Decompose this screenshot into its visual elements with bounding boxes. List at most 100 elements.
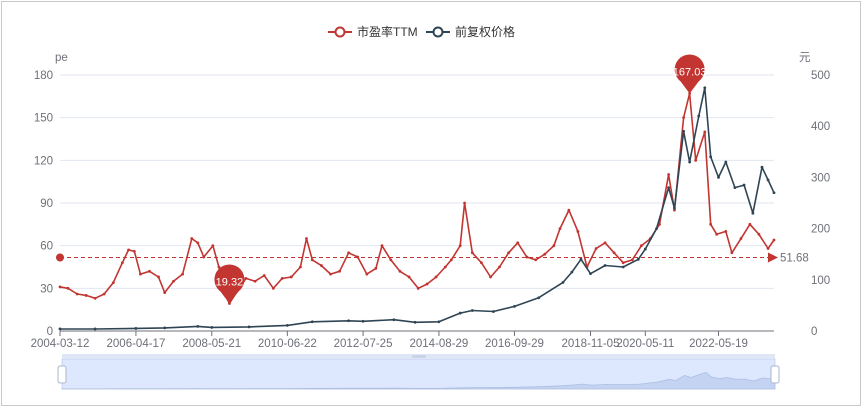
data-point-pe bbox=[688, 92, 692, 95]
data-point-pe bbox=[480, 261, 483, 265]
x-tick-label: 2020-05-11 bbox=[616, 338, 674, 350]
zoom-handle-right[interactable] bbox=[770, 365, 780, 384]
data-point-pe bbox=[603, 241, 607, 245]
data-point-price bbox=[210, 326, 214, 329]
data-point-price bbox=[196, 324, 200, 328]
data-point-price bbox=[766, 178, 770, 182]
data-point-price bbox=[709, 155, 713, 159]
data-point-price bbox=[673, 206, 676, 210]
data-point-pe bbox=[748, 222, 752, 226]
data-point-pe bbox=[703, 130, 707, 134]
data-point-pe bbox=[558, 227, 562, 231]
data-point-pe bbox=[434, 275, 438, 279]
data-zoom-slider[interactable] bbox=[57, 354, 780, 390]
y-left-tick-label: 150 bbox=[34, 113, 53, 125]
mark-line-label: 51.68 bbox=[780, 252, 809, 264]
data-point-price bbox=[621, 265, 625, 269]
data-point-price bbox=[655, 227, 658, 231]
data-point-pe bbox=[739, 237, 743, 240]
data-point-pe bbox=[289, 275, 293, 279]
data-point-pe bbox=[594, 247, 598, 250]
legend-item-price[interactable]: 前复权价格 bbox=[426, 24, 515, 39]
data-point-pe bbox=[766, 247, 770, 250]
data-point-pe bbox=[525, 255, 529, 259]
data-point-price bbox=[247, 325, 251, 329]
y-right-tick-label: 300 bbox=[811, 172, 830, 184]
data-point-pe bbox=[715, 232, 719, 236]
markers-layer: 51.68 167.03 19.32 bbox=[56, 54, 809, 304]
x-tick-label: 2010-06-22 bbox=[258, 338, 317, 350]
data-point-pe bbox=[66, 286, 70, 290]
y-left-tick-label: 180 bbox=[34, 70, 53, 82]
data-point-price bbox=[58, 327, 62, 331]
data-point-pe bbox=[398, 269, 402, 273]
x-tick-label: 2016-09-29 bbox=[485, 338, 544, 350]
data-point-pe bbox=[507, 251, 511, 255]
data-point-price bbox=[643, 247, 647, 251]
min-pin-marker bbox=[214, 264, 245, 304]
data-point-pe bbox=[407, 275, 411, 279]
zoom-handle-left[interactable] bbox=[57, 365, 67, 384]
legend-pe-label: 市盈率TTM bbox=[357, 24, 418, 39]
data-point-pe bbox=[724, 230, 728, 233]
data-point-price bbox=[93, 327, 97, 331]
data-point-pe bbox=[190, 237, 194, 240]
data-point-pe bbox=[516, 241, 520, 245]
data-point-pe bbox=[310, 258, 314, 262]
data-point-pe bbox=[389, 258, 393, 262]
data-point-price bbox=[603, 264, 607, 267]
data-point-price bbox=[470, 309, 474, 312]
data-point-price bbox=[733, 186, 737, 190]
data-point-pe bbox=[498, 265, 501, 269]
y-axis-left: 0 30 60 90 120 150 180 bbox=[34, 70, 53, 338]
x-tick-label: 2022-05-19 bbox=[689, 338, 748, 350]
data-point-pe bbox=[621, 261, 625, 265]
data-point-price bbox=[579, 257, 583, 261]
data-point-pe bbox=[253, 279, 257, 283]
data-point-price bbox=[285, 323, 289, 327]
data-point-pe bbox=[757, 232, 761, 236]
data-point-price bbox=[310, 320, 314, 324]
data-point-price bbox=[392, 318, 396, 322]
zoom-top-bar-grip[interactable] bbox=[412, 355, 426, 358]
data-point-price bbox=[636, 257, 640, 261]
data-point-pe bbox=[567, 208, 571, 212]
data-point-price bbox=[688, 160, 692, 164]
legend-item-pe[interactable]: 市盈率TTM bbox=[328, 24, 418, 39]
data-point-pe bbox=[299, 265, 302, 269]
legend[interactable]: 市盈率TTM 前复权价格 bbox=[328, 24, 515, 39]
data-point-price bbox=[703, 86, 707, 90]
data-point-pe bbox=[163, 291, 167, 294]
data-point-pe bbox=[157, 275, 160, 279]
zoom-selection[interactable] bbox=[62, 359, 775, 389]
data-point-price bbox=[760, 165, 764, 169]
data-point-pe bbox=[694, 158, 698, 162]
zoom-data-shadow bbox=[61, 372, 776, 390]
max-pin-marker bbox=[674, 54, 705, 94]
data-point-price bbox=[772, 191, 776, 195]
data-point-pe bbox=[709, 222, 713, 226]
data-point-pe bbox=[305, 237, 308, 240]
data-point-pe bbox=[93, 296, 97, 300]
y-right-tick-label: 100 bbox=[811, 275, 830, 287]
data-point-pe bbox=[576, 230, 580, 233]
data-point-pe bbox=[84, 294, 88, 297]
data-point-pe bbox=[111, 281, 115, 285]
data-point-pe bbox=[425, 282, 429, 286]
data-point-pe bbox=[196, 241, 200, 245]
data-point-pe bbox=[730, 251, 734, 255]
y-left-tick-label: 30 bbox=[40, 283, 53, 295]
data-point-pe bbox=[374, 267, 378, 270]
data-point-price bbox=[537, 296, 541, 300]
x-tick-label: 2008-05-21 bbox=[182, 338, 241, 350]
x-tick-label: 2018-11-05 bbox=[562, 338, 620, 350]
data-point-pe bbox=[449, 258, 453, 262]
data-point-price bbox=[513, 305, 516, 308]
data-point-price bbox=[682, 129, 685, 133]
data-point-pe bbox=[244, 276, 248, 280]
series-line-pe bbox=[59, 92, 775, 305]
mark-line-arrow bbox=[768, 252, 778, 263]
series-line-price bbox=[60, 87, 775, 330]
data-point-pe bbox=[458, 244, 462, 248]
